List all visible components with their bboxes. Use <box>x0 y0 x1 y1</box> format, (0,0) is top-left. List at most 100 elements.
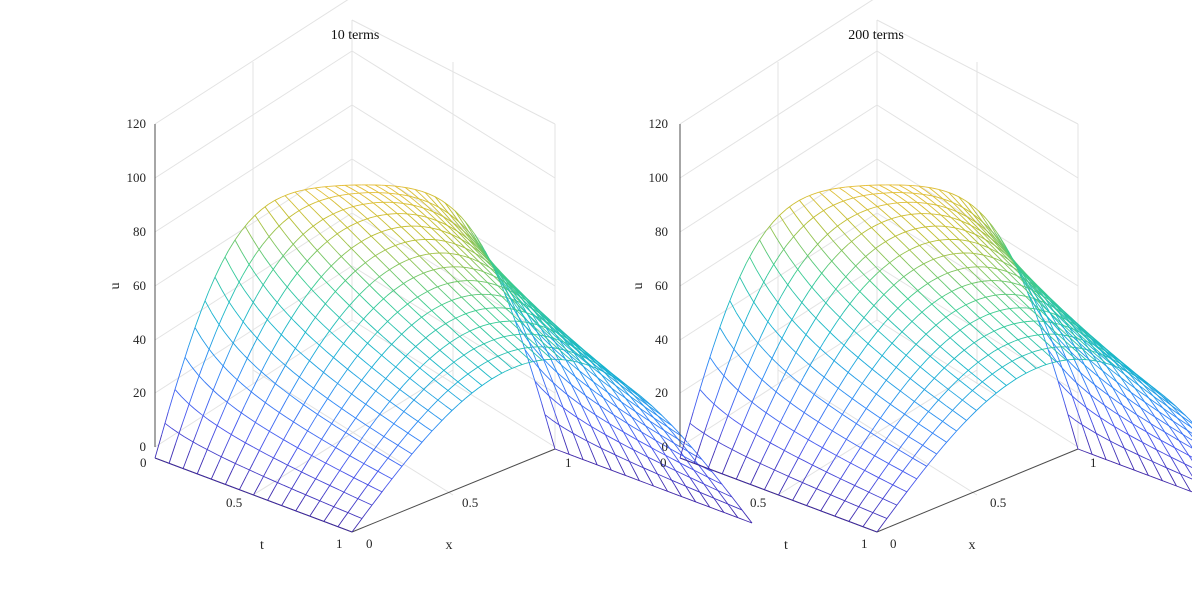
mesh-segment <box>906 454 914 460</box>
mesh-segment <box>883 460 891 465</box>
mesh-segment <box>210 464 219 480</box>
mesh-segment <box>1007 271 1015 279</box>
mesh-segment <box>359 287 367 296</box>
mesh-segment <box>943 385 951 392</box>
mesh-segment <box>980 304 988 312</box>
mesh-segment <box>329 504 336 508</box>
mesh-segment <box>556 372 565 388</box>
mesh-segment <box>761 365 770 380</box>
mesh-segment <box>1019 298 1028 306</box>
mesh-segment <box>279 460 287 465</box>
mesh-segment <box>566 346 574 353</box>
mesh-segment <box>934 203 942 210</box>
mesh-segment <box>812 453 820 466</box>
mesh-segment <box>227 431 235 437</box>
mesh-segment <box>357 219 365 224</box>
mesh-segment <box>310 223 319 232</box>
mesh-segment <box>1129 403 1138 415</box>
mesh-segment <box>986 286 995 294</box>
mesh-segment <box>934 235 942 243</box>
mesh-segment <box>573 386 581 393</box>
mesh-segment <box>1027 334 1035 338</box>
mesh-segment <box>525 335 533 343</box>
mesh-segment <box>364 504 373 515</box>
mesh-segment <box>621 401 629 413</box>
mesh-segment <box>825 430 833 443</box>
mesh-segment <box>772 214 780 223</box>
mesh-segment <box>645 400 653 407</box>
mesh-segment <box>920 202 928 204</box>
mesh-segment <box>302 204 310 210</box>
mesh-segment <box>418 421 426 427</box>
mesh-segment <box>379 271 387 278</box>
mesh-segment <box>1029 338 1037 345</box>
mesh-segment <box>929 240 937 243</box>
mesh-segment <box>420 234 428 242</box>
mesh-segment <box>1022 332 1031 339</box>
mesh-segment <box>715 480 723 485</box>
mesh-segment <box>665 446 673 451</box>
mesh-segment <box>957 269 965 277</box>
mesh-segment <box>462 330 471 335</box>
mesh-segment <box>319 480 327 485</box>
mesh-segment <box>1037 293 1045 302</box>
mesh-segment <box>244 355 252 363</box>
mesh-segment <box>752 370 760 378</box>
mesh-segment <box>785 450 793 455</box>
mesh-segment <box>622 381 630 388</box>
mesh-segment <box>411 203 419 210</box>
mesh-segment <box>647 456 655 469</box>
mesh-segment <box>509 311 517 319</box>
mesh-segment <box>735 506 743 511</box>
mesh-segment <box>368 446 376 452</box>
mesh-segment <box>470 258 478 266</box>
mesh-segment <box>983 255 992 263</box>
z-axis-label: u <box>631 283 646 290</box>
mesh-segment <box>912 185 919 187</box>
mesh-segment <box>1175 422 1183 428</box>
mesh-segment <box>532 313 540 321</box>
mesh-segment <box>447 230 455 238</box>
mesh-segment <box>213 479 221 484</box>
mesh-segment <box>350 306 358 314</box>
mesh-segment <box>1109 376 1118 383</box>
mesh-segment <box>349 392 357 398</box>
mesh-segment <box>334 230 342 239</box>
mesh-segment <box>429 308 437 316</box>
mesh-segment <box>247 214 256 223</box>
mesh-segment <box>758 487 766 491</box>
mesh-segment <box>964 224 972 232</box>
mesh-segment <box>416 295 424 303</box>
mesh-segment <box>762 348 770 356</box>
mesh-segment <box>546 328 555 336</box>
mesh-segment <box>600 431 608 437</box>
mesh-segment <box>561 434 570 455</box>
mesh-segment <box>1000 264 1008 273</box>
mesh-segment <box>888 184 896 189</box>
mesh-segment <box>858 185 866 190</box>
mesh-segment <box>902 249 910 254</box>
mesh-segment <box>655 431 663 437</box>
mesh-segment <box>818 269 826 278</box>
mesh-segment <box>976 253 984 256</box>
mesh-segment <box>652 459 661 464</box>
mesh-segment <box>988 221 996 233</box>
mesh-segment <box>332 402 341 408</box>
mesh-segment <box>1023 311 1031 318</box>
mesh-segment <box>1103 371 1111 378</box>
mesh-segment <box>789 389 798 403</box>
mesh-segment <box>849 295 857 305</box>
mesh-segment <box>482 305 490 313</box>
mesh-segment <box>725 512 733 517</box>
mesh-segment <box>754 379 763 395</box>
mesh-segment <box>409 323 417 330</box>
mesh-segment <box>610 452 618 457</box>
mesh-segment <box>888 196 896 202</box>
mesh-segment <box>340 318 348 326</box>
mesh-segment <box>520 301 528 309</box>
mesh-segment <box>230 379 238 395</box>
mesh-segment <box>458 350 466 358</box>
mesh-segment <box>440 214 449 222</box>
mesh-segment <box>1109 354 1117 361</box>
mesh-segment <box>825 197 833 205</box>
